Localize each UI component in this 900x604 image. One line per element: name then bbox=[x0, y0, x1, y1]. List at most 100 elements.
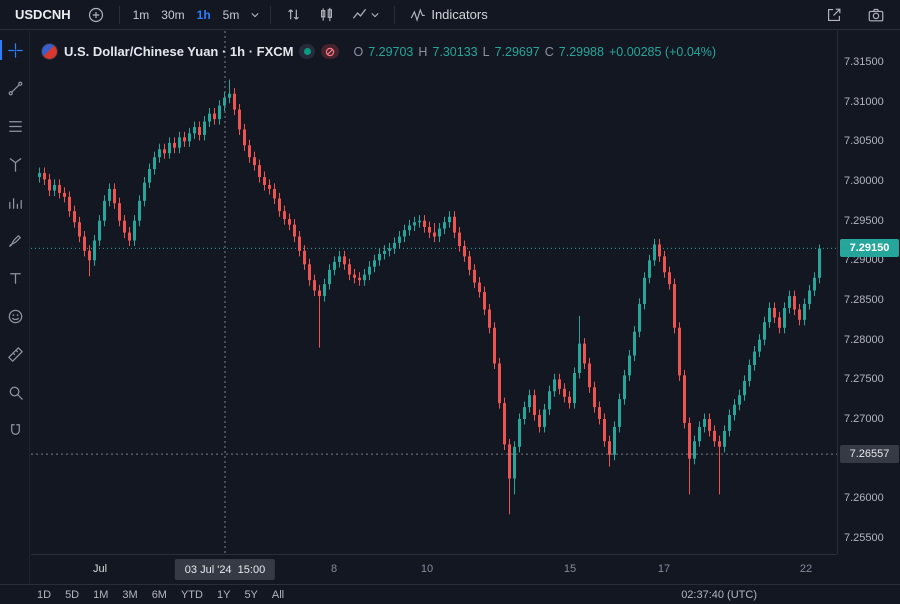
pitchfork-icon bbox=[9, 157, 21, 172]
low-value: 7.29697 bbox=[494, 44, 540, 59]
legend-title[interactable]: U.S. Dollar/Chinese Yuan · 1h · FXCM bbox=[64, 44, 294, 59]
indicators-icon bbox=[411, 7, 426, 22]
crosshair-time-badge: 03 Jul '24 15:00 bbox=[174, 559, 276, 580]
range-5y-button[interactable]: 5Y bbox=[244, 588, 258, 601]
crosshair-icon bbox=[7, 42, 23, 58]
delayed-data-badge bbox=[321, 44, 340, 59]
time-tick-label: 15 bbox=[563, 563, 577, 575]
interval-30m-button[interactable]: 30m bbox=[161, 7, 185, 22]
toolbar-divider bbox=[118, 5, 120, 24]
text-tool-button[interactable] bbox=[0, 259, 30, 297]
change-value: +0.00285 (+0.04%) bbox=[608, 44, 716, 59]
screenshot-button[interactable] bbox=[860, 3, 892, 27]
time-tick-label: 8 bbox=[330, 563, 338, 575]
toolbar-divider bbox=[394, 5, 396, 24]
plus-circle-icon bbox=[88, 7, 103, 22]
active-tool-indicator bbox=[0, 40, 2, 60]
price-tick-label: 7.28500 bbox=[844, 294, 884, 306]
range-1d-button[interactable]: 1D bbox=[37, 588, 52, 601]
legend: U.S. Dollar/Chinese Yuan · 1h · FXCM O 7.… bbox=[41, 43, 716, 60]
time-scale[interactable]: Jul 8 10 15 17 22 03 Jul '24 15:00 bbox=[31, 554, 837, 584]
ohlc-readout: O 7.29703 H 7.30133 L 7.29697 C 7.29988 +0.0… bbox=[353, 45, 716, 59]
close-value: 7.29988 bbox=[558, 44, 604, 59]
bottom-bar: 1D 5D 1M 3M 6M YTD 1Y 5Y All 02:37:40 (UTC) bbox=[0, 584, 900, 604]
time-tick-label: 22 bbox=[799, 563, 813, 575]
magnet-icon bbox=[10, 423, 20, 435]
close-label: C bbox=[544, 44, 554, 59]
toolbar-divider bbox=[270, 5, 272, 24]
measure-icon bbox=[7, 346, 23, 362]
line-style-button[interactable] bbox=[344, 3, 387, 27]
range-1y-button[interactable]: 1Y bbox=[216, 588, 231, 601]
top-toolbar: USDCNH 1m 30m 1h 5m Indicators bbox=[0, 0, 900, 30]
market-status-badge bbox=[299, 44, 316, 59]
zoom-icon bbox=[9, 386, 23, 400]
brush-icon bbox=[8, 234, 21, 247]
chart-canvas[interactable] bbox=[31, 31, 837, 554]
pitchfork-tool-button[interactable] bbox=[0, 145, 30, 183]
crosshair-price-badge: 7.26557 bbox=[840, 445, 899, 464]
chart-region: U.S. Dollar/Chinese Yuan · 1h · FXCM O 7.… bbox=[31, 31, 837, 554]
interval-1h-button[interactable]: 1h bbox=[196, 7, 211, 22]
price-scale[interactable]: 7.31500 7.31000 7.30500 7.30000 7.29500 7.290… bbox=[837, 31, 900, 554]
candles-icon bbox=[321, 7, 333, 22]
price-tick-label: 7.28000 bbox=[844, 333, 884, 346]
market-open-dot-icon bbox=[303, 48, 311, 55]
indicators-label: Indicators bbox=[431, 7, 488, 22]
high-label: H bbox=[418, 44, 428, 59]
toolbar-right-group bbox=[818, 3, 892, 27]
interval-group: 1m 30m 1h 5m bbox=[127, 3, 246, 27]
range-5d-button[interactable]: 5D bbox=[65, 588, 80, 601]
interval-1m-button[interactable]: 1m bbox=[132, 7, 150, 22]
price-tick-label: 7.26000 bbox=[844, 492, 884, 505]
emoji-icon bbox=[8, 309, 22, 323]
fib-retracement-tool-button[interactable] bbox=[0, 107, 30, 145]
symbol-button[interactable]: USDCNH bbox=[15, 7, 71, 22]
range-1m-button[interactable]: 1M bbox=[93, 588, 109, 601]
range-ytd-button[interactable]: YTD bbox=[180, 588, 203, 601]
time-tick-label: 17 bbox=[657, 563, 671, 575]
chart-type-candles-button[interactable] bbox=[311, 3, 342, 27]
emoji-tool-button[interactable] bbox=[0, 297, 30, 335]
delayed-data-icon bbox=[326, 47, 335, 56]
price-tick-label: 7.31500 bbox=[844, 56, 884, 68]
open-value: 7.29703 bbox=[368, 44, 414, 59]
price-tick-label: 7.25500 bbox=[844, 532, 884, 544]
fib-retracement-icon bbox=[8, 120, 22, 132]
chevron-down-icon bbox=[251, 12, 259, 17]
zoom-tool-button[interactable] bbox=[0, 373, 30, 411]
indicators-button[interactable]: Indicators bbox=[402, 3, 494, 27]
interval-5m-button[interactable]: 5m bbox=[222, 7, 240, 22]
intervals-menu-button[interactable] bbox=[247, 3, 263, 27]
measure-tool-button[interactable] bbox=[0, 335, 30, 373]
line-chart-icon bbox=[353, 8, 367, 19]
bar-replay-button[interactable] bbox=[278, 3, 309, 27]
time-tick-label: 10 bbox=[420, 563, 434, 575]
chevron-down-icon bbox=[371, 12, 379, 17]
open-in-new-icon bbox=[828, 8, 841, 21]
crosshair-tool-button[interactable] bbox=[0, 31, 30, 69]
open-in-new-window-button[interactable] bbox=[818, 3, 850, 27]
high-value: 7.30133 bbox=[432, 44, 478, 59]
price-tick-label: 7.30000 bbox=[844, 175, 884, 187]
trendline-tool-button[interactable] bbox=[0, 69, 30, 107]
price-tick-label: 7.31000 bbox=[844, 95, 884, 108]
brush-tool-button[interactable] bbox=[0, 221, 30, 259]
price-tick-label: 7.29000 bbox=[844, 254, 884, 267]
forecast-tool-button[interactable] bbox=[0, 183, 30, 221]
drawing-toolbar bbox=[0, 31, 30, 604]
magnet-tool-button[interactable] bbox=[0, 411, 30, 449]
arrows-up-down-icon bbox=[288, 9, 300, 20]
range-all-button[interactable]: All bbox=[271, 588, 285, 601]
trendline-icon bbox=[8, 81, 22, 95]
open-label: O bbox=[353, 44, 364, 59]
price-tick-label: 7.29500 bbox=[844, 214, 884, 227]
compare-button[interactable] bbox=[80, 3, 112, 27]
last-price-badge: 7.29150 bbox=[840, 239, 899, 258]
time-tick-label: Jul bbox=[92, 563, 108, 575]
range-3m-button[interactable]: 3M bbox=[122, 588, 138, 601]
range-6m-button[interactable]: 6M bbox=[151, 588, 167, 601]
price-tick-label: 7.27500 bbox=[844, 373, 884, 386]
camera-icon bbox=[868, 8, 884, 21]
